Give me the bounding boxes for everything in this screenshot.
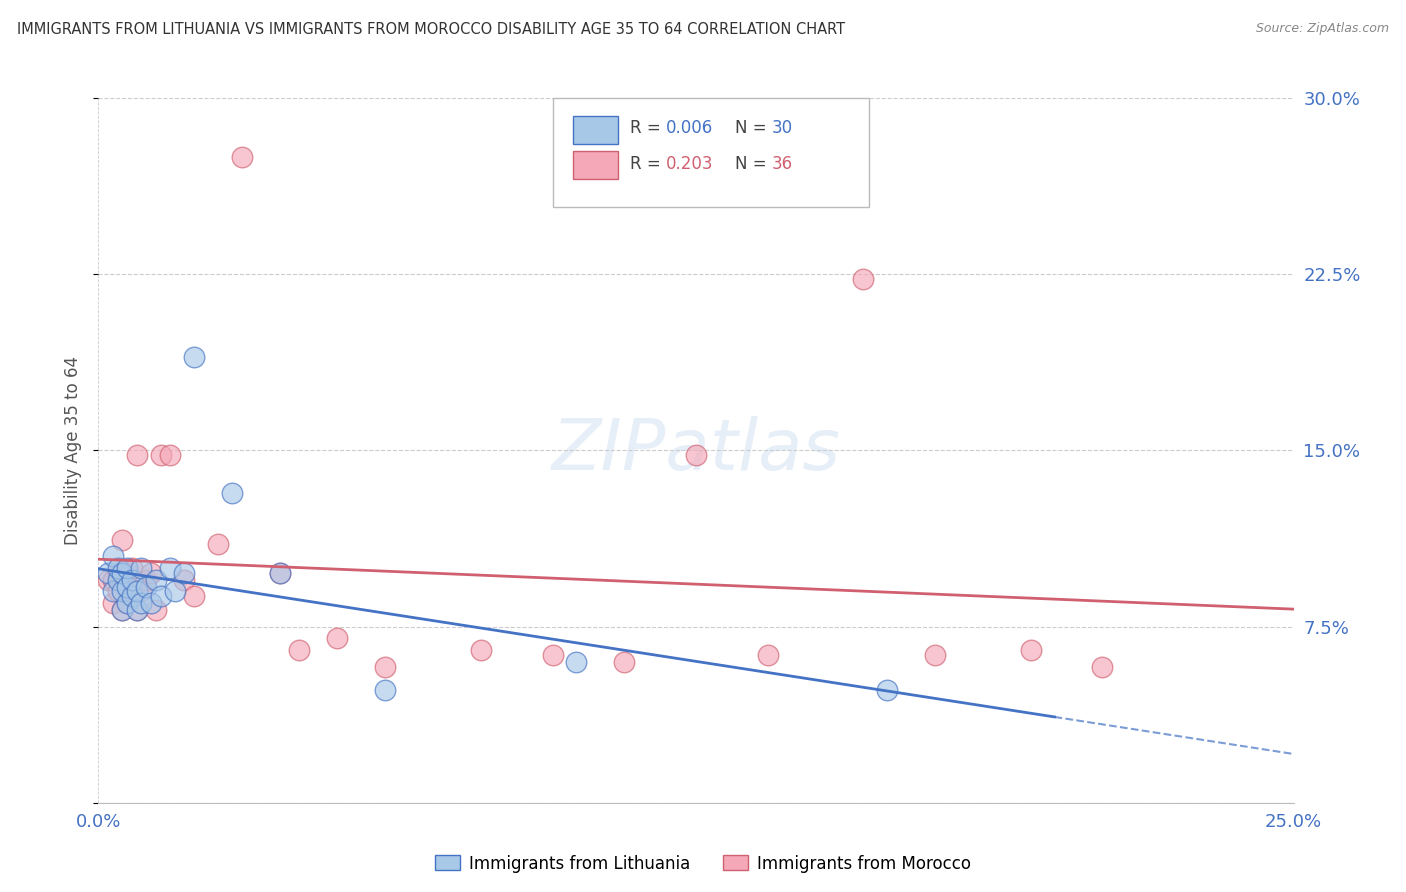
Point [101,573,124,587]
Point [173,573,195,587]
Point [115,596,138,610]
Text: R =: R = [630,154,666,173]
Point [207,537,229,551]
Point [107,584,129,599]
Point [183,350,205,364]
Point [159,448,181,462]
Point [135,580,157,594]
FancyBboxPatch shape [553,98,869,207]
Legend: Immigrants from Lithuania, Immigrants from Morocco: Immigrants from Lithuania, Immigrants fr… [429,848,977,880]
Point [107,566,129,580]
Point [135,573,157,587]
Point [565,655,588,669]
Point [125,584,148,599]
Point [149,589,172,603]
Bar [572,151,619,179]
Point [107,561,129,575]
Point [139,596,162,610]
Point [288,643,311,657]
Point [115,596,138,610]
Point [107,573,129,587]
Point [1091,659,1114,673]
Point [149,448,172,462]
Point [131,596,153,610]
Point [101,596,124,610]
Point [115,580,138,594]
Point [97,566,120,580]
Text: 0.203: 0.203 [666,154,714,173]
Text: N =: N = [735,154,772,173]
Point [111,603,134,617]
Point [111,603,134,617]
Point [613,655,636,669]
Point [269,566,291,580]
Point [183,589,205,603]
Point [374,659,396,673]
Text: IMMIGRANTS FROM LITHUANIA VS IMMIGRANTS FROM MOROCCO DISABILITY AGE 35 TO 64 COR: IMMIGRANTS FROM LITHUANIA VS IMMIGRANTS … [17,22,845,37]
Point [145,603,167,617]
Text: N =: N = [735,120,772,137]
Text: Source: ZipAtlas.com: Source: ZipAtlas.com [1256,22,1389,36]
Point [145,573,167,587]
Text: R =: R = [630,120,666,137]
Point [121,589,143,603]
Bar [572,116,619,144]
Text: 36: 36 [772,154,793,173]
Point [111,584,134,599]
Point [269,566,291,580]
Point [139,566,162,580]
Point [756,648,779,662]
Text: ZIPatlas: ZIPatlas [551,416,841,485]
Point [101,584,124,599]
Point [101,549,124,564]
Point [125,603,148,617]
Point [125,448,148,462]
Point [159,561,181,575]
Point [131,561,153,575]
Text: 0.006: 0.006 [666,120,713,137]
Point [121,561,143,575]
Point [111,533,134,547]
Point [876,683,898,698]
Point [97,573,120,587]
Point [470,643,492,657]
Point [125,603,148,617]
Point [111,566,134,580]
Text: 30: 30 [772,120,793,137]
Point [163,584,186,599]
Point [374,683,396,698]
Point [121,584,143,599]
Point [131,584,153,599]
Point [115,561,138,575]
Point [221,485,243,500]
Point [231,150,253,164]
Point [326,632,349,646]
Point [115,566,138,580]
Point [685,448,707,462]
Point [173,566,195,580]
Point [121,573,143,587]
Point [1019,643,1042,657]
Point [924,648,946,662]
Point [541,648,564,662]
Point [852,272,875,286]
Y-axis label: Disability Age 35 to 64: Disability Age 35 to 64 [65,356,83,545]
